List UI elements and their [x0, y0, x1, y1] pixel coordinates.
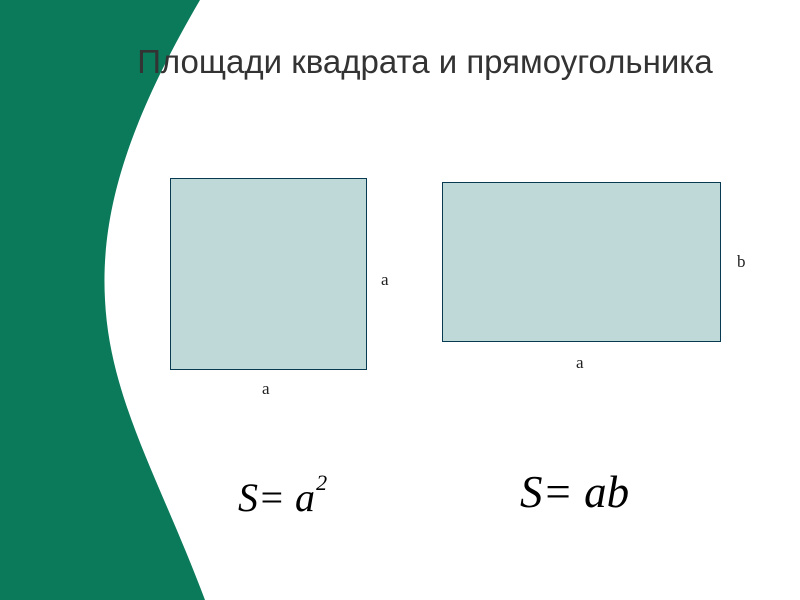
formula-base: a: [295, 475, 315, 520]
rectangle-side-right-label: b: [737, 252, 746, 272]
square-side-bottom-label: a: [262, 379, 270, 399]
slide-title: Площади квадрата и прямоугольника: [95, 43, 755, 81]
rectangle-side-bottom-label: a: [576, 353, 584, 373]
rectangle-shape: [442, 182, 721, 342]
slide: Площади квадрата и прямоугольника a a b …: [0, 0, 800, 600]
rectangle-area-formula: S= ab: [520, 466, 629, 518]
formula-lhs: S: [238, 475, 258, 520]
equals-sign: =: [543, 467, 585, 517]
formula-lhs: S: [520, 467, 543, 517]
formula-exponent: 2: [316, 470, 327, 495]
square-area-formula: S= a2: [238, 474, 326, 521]
square-shape: [170, 178, 367, 370]
formula-rhs: ab: [584, 467, 629, 517]
equals-sign: =: [258, 475, 295, 520]
square-side-right-label: a: [381, 270, 389, 290]
